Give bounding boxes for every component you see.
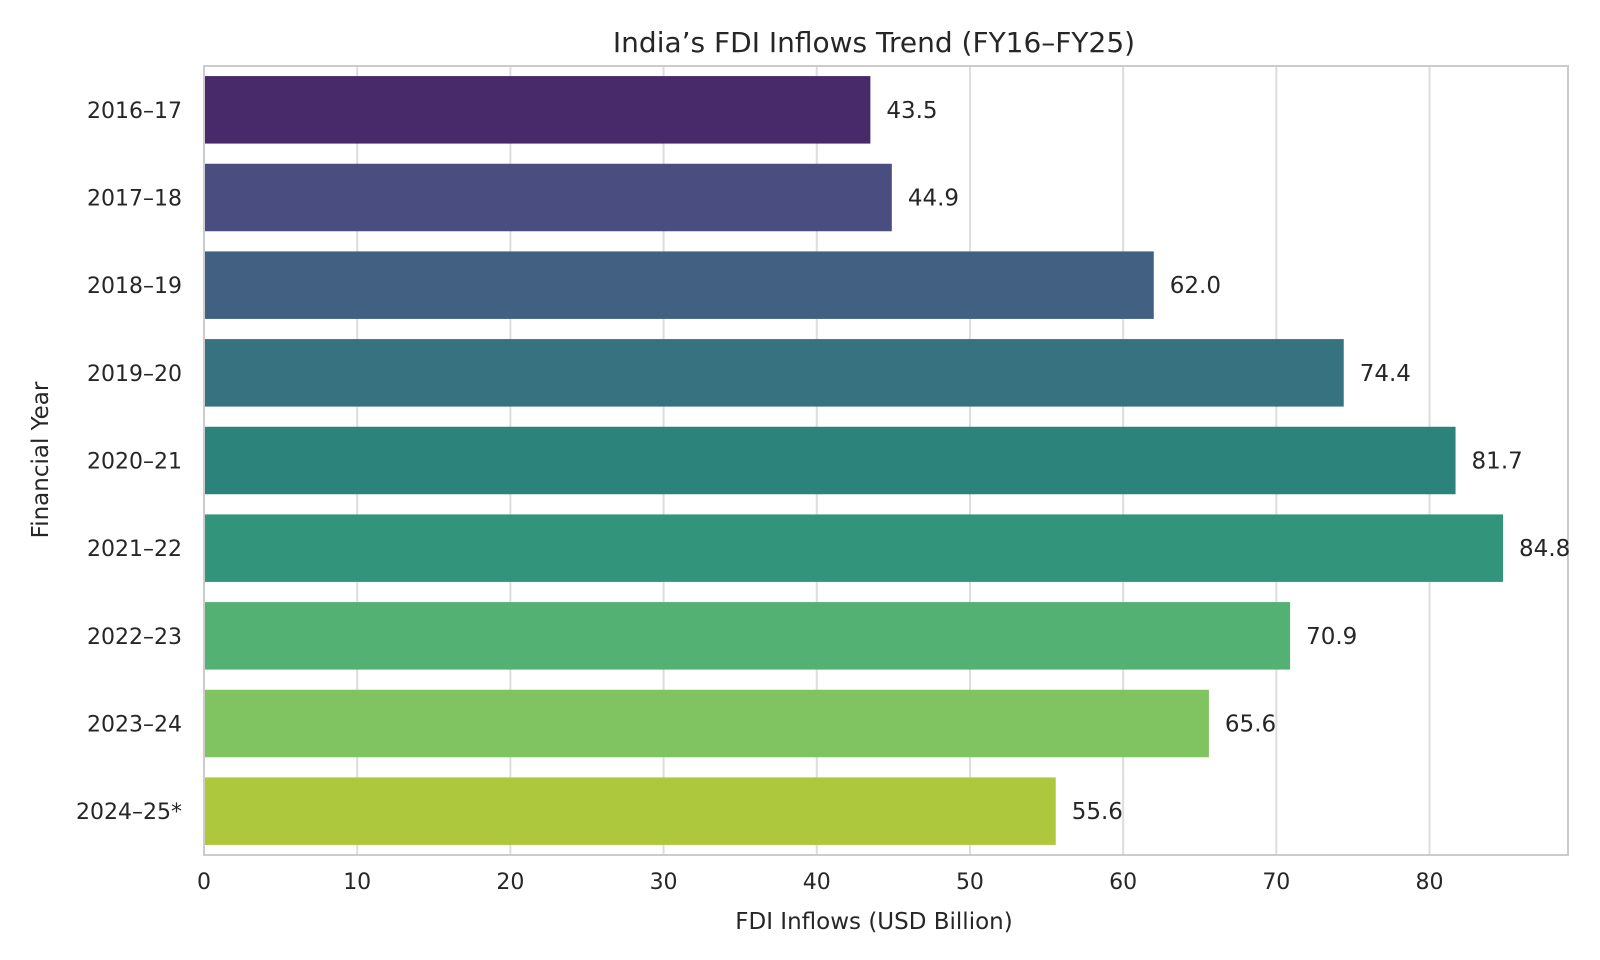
bar-value-label: 62.0 [1170, 273, 1221, 299]
x-tick-label: 60 [1109, 870, 1137, 895]
bar-value-label: 74.4 [1360, 361, 1411, 387]
bar-value-label: 43.5 [886, 98, 937, 124]
bar [204, 163, 892, 232]
y-tick-label: 2019–20 [87, 362, 182, 387]
bar [204, 514, 1504, 582]
bar [204, 76, 871, 144]
value-labels: 43.5 44.9 62.0 74.4 81.7 84.8 70.9 65.6 55.6 [886, 98, 1570, 825]
bar-value-label: 84.8 [1519, 536, 1570, 562]
x-tick-label: 80 [1416, 870, 1444, 895]
y-tick-label: 2018–19 [87, 274, 182, 299]
x-tick-label: 40 [803, 870, 831, 895]
y-axis-label: Financial Year [28, 381, 54, 538]
bar-value-label: 81.7 [1472, 449, 1523, 475]
chart-title: India’s FDI Inflows Trend (FY16–FY25) [613, 26, 1135, 59]
bar-value-label: 44.9 [908, 186, 959, 212]
bar-value-label: 70.9 [1306, 624, 1357, 650]
x-tick-labels: 0 10 20 30 40 50 60 70 80 [197, 870, 1444, 895]
x-axis-label: FDI Inflows (USD Billion) [735, 909, 1012, 935]
bar-value-label: 55.6 [1072, 799, 1123, 825]
bar [204, 251, 1154, 319]
x-tick-label: 50 [956, 870, 984, 895]
bar-value-label: 65.6 [1225, 712, 1276, 738]
x-tick-label: 20 [496, 870, 524, 895]
bar [204, 339, 1344, 407]
bar [204, 426, 1456, 495]
x-tick-label: 70 [1262, 870, 1290, 895]
bar [204, 689, 1209, 758]
bar [204, 602, 1291, 670]
bars [204, 76, 1504, 845]
y-tick-label: 2021–22 [87, 537, 182, 562]
y-tick-label: 2020–21 [87, 450, 182, 475]
plot-frame [203, 65, 1569, 856]
x-tick-label: 30 [650, 870, 678, 895]
y-tick-label: 2023–24 [87, 713, 182, 738]
y-tick-labels: 2016–17 2017–18 2018–19 2019–20 2020–21 2021–… [76, 99, 182, 825]
y-tick-label: 2024–25* [76, 800, 182, 825]
x-tick-label: 0 [197, 870, 211, 895]
x-tick-label: 10 [343, 870, 371, 895]
y-tick-label: 2016–17 [87, 99, 182, 124]
y-tick-label: 2022–23 [87, 625, 182, 650]
y-tick-label: 2017–18 [87, 187, 182, 212]
bar [204, 777, 1056, 845]
